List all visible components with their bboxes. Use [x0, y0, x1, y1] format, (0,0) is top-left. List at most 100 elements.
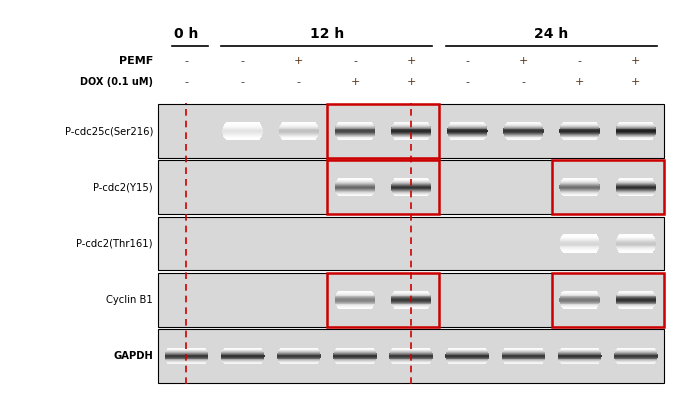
Bar — [392, 305, 430, 306]
Bar — [449, 137, 485, 138]
Bar — [279, 133, 319, 135]
Bar — [392, 303, 431, 305]
Bar — [559, 297, 600, 298]
Bar — [617, 304, 655, 305]
Bar — [391, 129, 431, 130]
Bar — [335, 302, 375, 303]
Bar — [617, 135, 655, 137]
Bar — [448, 348, 487, 350]
Bar — [278, 130, 319, 131]
Bar — [280, 126, 318, 127]
Bar — [617, 126, 655, 127]
Bar — [448, 133, 487, 134]
Bar — [392, 190, 431, 191]
Bar — [222, 128, 263, 129]
Bar — [615, 300, 656, 301]
Bar — [338, 195, 372, 196]
Bar — [224, 125, 262, 126]
Bar — [337, 306, 373, 307]
Bar — [561, 363, 598, 364]
Bar — [224, 126, 262, 127]
Bar — [281, 138, 316, 139]
Bar — [334, 352, 376, 353]
Bar — [391, 297, 431, 298]
Bar — [614, 357, 658, 358]
Bar — [449, 124, 485, 125]
Bar — [616, 349, 656, 350]
Bar — [559, 185, 600, 186]
Bar — [446, 359, 489, 360]
Bar — [392, 184, 431, 185]
Bar — [615, 299, 656, 300]
Bar — [338, 179, 373, 181]
Bar — [560, 239, 599, 240]
Bar — [560, 126, 599, 128]
Bar — [279, 349, 319, 350]
Bar — [392, 295, 431, 297]
Bar — [615, 298, 656, 299]
Bar — [617, 362, 655, 364]
Bar — [278, 352, 320, 353]
Bar — [501, 357, 545, 358]
Bar — [617, 293, 654, 295]
Bar — [560, 246, 599, 247]
Bar — [614, 358, 657, 359]
Bar — [561, 182, 599, 183]
Bar — [336, 126, 374, 127]
Bar — [616, 133, 656, 135]
Bar — [392, 183, 431, 184]
Bar — [503, 133, 543, 134]
Bar — [223, 133, 262, 135]
Bar — [391, 361, 431, 362]
Bar — [450, 122, 484, 123]
Bar — [563, 291, 596, 292]
Bar — [562, 194, 597, 196]
Bar — [335, 132, 375, 133]
Bar — [392, 125, 430, 126]
Bar — [335, 133, 375, 134]
Bar — [448, 135, 487, 137]
Bar — [559, 244, 600, 246]
Bar — [393, 348, 429, 349]
Bar — [391, 298, 431, 299]
Bar — [561, 305, 599, 306]
Bar — [563, 308, 596, 309]
Bar — [224, 363, 261, 364]
Bar — [335, 128, 375, 129]
Bar — [392, 126, 431, 128]
Bar — [563, 195, 596, 196]
Text: -: - — [185, 56, 189, 67]
Bar — [617, 137, 654, 138]
Bar — [560, 190, 599, 191]
Bar — [222, 361, 263, 362]
Bar — [280, 362, 318, 364]
Text: -: - — [578, 56, 582, 67]
Bar — [335, 185, 375, 187]
Text: +: + — [631, 77, 640, 88]
Bar — [617, 237, 654, 238]
Text: -: - — [522, 77, 526, 88]
Bar — [615, 242, 656, 244]
Bar — [561, 293, 598, 294]
Bar — [335, 187, 375, 188]
Bar — [447, 129, 487, 130]
Bar — [616, 190, 655, 192]
Bar — [616, 189, 656, 190]
Bar — [221, 358, 264, 360]
Bar — [390, 357, 433, 358]
Bar — [224, 137, 261, 138]
Bar — [164, 354, 208, 355]
Bar — [223, 362, 262, 363]
Bar — [338, 194, 373, 196]
Bar — [559, 188, 600, 189]
Bar — [280, 137, 317, 138]
Bar — [392, 126, 430, 127]
Bar — [616, 184, 656, 185]
Bar — [222, 359, 264, 360]
Bar — [164, 356, 208, 357]
Bar — [619, 291, 652, 292]
Bar — [448, 349, 487, 350]
Text: P-cdc2(Y15): P-cdc2(Y15) — [94, 182, 153, 192]
Bar — [559, 359, 601, 360]
Bar — [226, 122, 259, 123]
